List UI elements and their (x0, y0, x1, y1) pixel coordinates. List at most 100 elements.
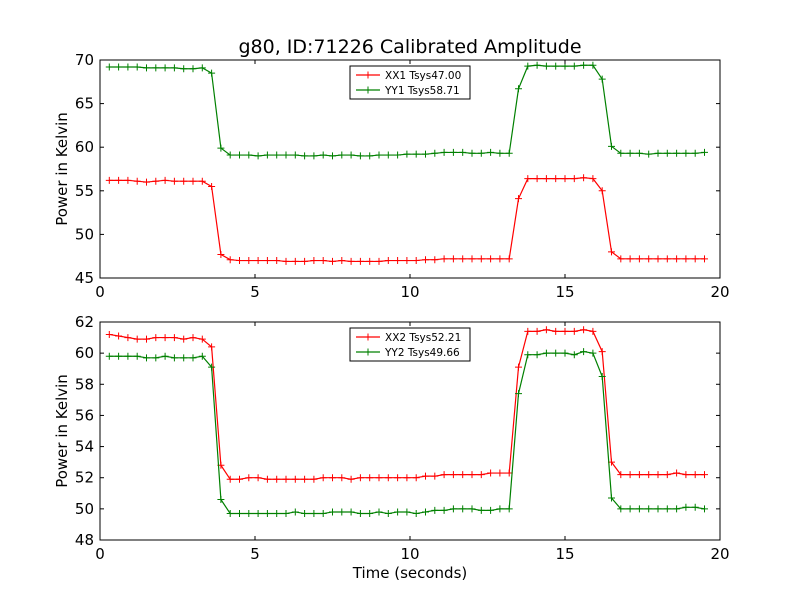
data-point (673, 149, 681, 157)
data-point (635, 505, 643, 513)
data-point (124, 352, 132, 360)
data-point (384, 257, 392, 265)
data-point (580, 326, 588, 334)
data-point (366, 152, 374, 160)
data-point (701, 505, 708, 513)
data-point (598, 373, 606, 380)
legend: XX2 Tsys52.21 YY2 Tsys49.66 (349, 327, 471, 362)
data-point (570, 62, 578, 70)
data-point (263, 151, 271, 159)
data-point (366, 510, 374, 518)
y-tick-label: 50 (75, 500, 94, 518)
data-point (422, 150, 429, 158)
legend-marker-2 (364, 86, 372, 94)
data-point (589, 175, 597, 183)
data-point (645, 505, 653, 513)
data-point (403, 257, 411, 265)
data-point (617, 149, 625, 157)
data-point (515, 363, 522, 371)
data-point (663, 149, 671, 157)
data-point (189, 177, 197, 185)
data-point (198, 177, 206, 185)
data-point (487, 148, 495, 156)
y-tick-label: 65 (75, 95, 94, 113)
data-point (356, 474, 364, 482)
data-point (226, 475, 234, 483)
data-point (208, 363, 216, 371)
data-point (654, 255, 662, 263)
y-axis-label: Power in Kelvin (53, 374, 71, 488)
data-point (673, 255, 681, 263)
data-point (561, 327, 569, 335)
data-point (496, 255, 504, 263)
data-point (440, 506, 448, 514)
data-point (375, 151, 383, 159)
data-point (356, 510, 364, 518)
data-point (403, 474, 411, 482)
data-point (524, 62, 532, 70)
data-point (552, 62, 560, 70)
data-point (570, 175, 578, 183)
data-point (561, 349, 569, 357)
data-point (189, 334, 197, 342)
series-markers-xx1 (105, 174, 708, 265)
data-point (645, 471, 653, 479)
plot-area (105, 61, 708, 265)
data-point (180, 354, 188, 362)
data-point (375, 257, 383, 265)
data-point (263, 257, 271, 265)
x-tick-label: 15 (555, 545, 574, 563)
data-point (329, 474, 336, 482)
data-point (701, 471, 708, 479)
x-tick-label: 20 (710, 545, 729, 563)
data-point (384, 510, 392, 518)
data-point (673, 505, 681, 513)
data-point (161, 334, 169, 342)
data-point (115, 176, 123, 184)
data-point (254, 257, 262, 265)
data-point (170, 64, 178, 72)
data-point (654, 505, 662, 513)
data-point (254, 474, 262, 482)
data-point (189, 354, 197, 362)
legend-marker-2 (364, 348, 372, 356)
data-point (236, 510, 243, 518)
data-point (635, 471, 643, 479)
data-point (691, 149, 699, 157)
data-point (347, 508, 355, 516)
data-point (338, 151, 346, 159)
data-point (598, 348, 606, 356)
data-point (105, 330, 113, 338)
data-point (412, 510, 420, 518)
data-point (291, 508, 299, 516)
legend-label-1: XX1 Tsys47.00 (385, 70, 461, 82)
data-point (617, 471, 625, 479)
data-point (626, 255, 634, 263)
data-point (626, 149, 634, 157)
data-point (598, 187, 606, 195)
data-point (143, 64, 150, 72)
y-tick-label: 56 (75, 406, 94, 424)
data-point (654, 471, 662, 479)
data-point (356, 152, 364, 160)
data-point (412, 474, 420, 482)
x-axis-label: Time (seconds) (352, 564, 468, 582)
data-point (115, 332, 123, 340)
data-point (515, 85, 522, 93)
x-tick-label: 0 (95, 283, 105, 301)
data-point (329, 257, 336, 265)
data-point (431, 506, 439, 514)
data-point (282, 257, 290, 265)
data-point (468, 255, 476, 263)
data-point (273, 475, 281, 483)
data-point (301, 475, 309, 483)
data-point (570, 351, 578, 359)
chart-panel-2: 0 5 10 15 20 48 50 52 54 56 58 60 62 Power in Kelvin T… (53, 313, 730, 582)
data-point (124, 176, 132, 184)
data-point (608, 142, 615, 150)
data-point (701, 255, 708, 263)
data-point (366, 257, 374, 265)
data-point (319, 257, 327, 265)
